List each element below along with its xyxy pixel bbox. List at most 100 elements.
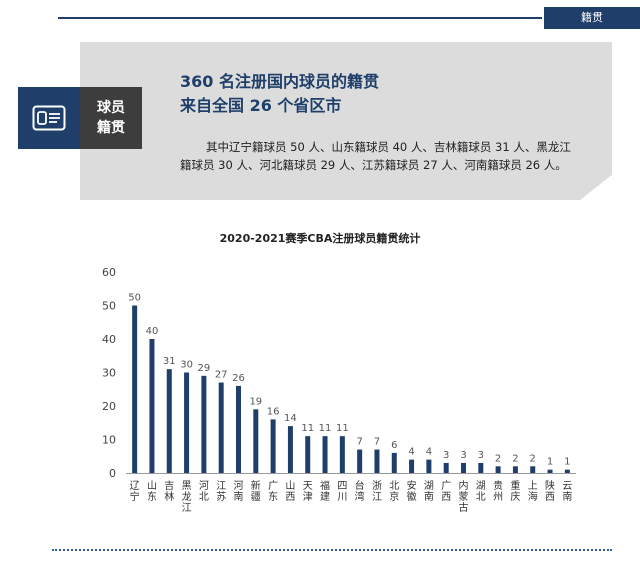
x-tick-label: 山西 — [285, 480, 295, 503]
top-rule — [58, 17, 542, 19]
y-tick-label: 50 — [102, 300, 116, 313]
summary-text: 其中辽宁籍球员 50 人、山东籍球员 40 人、吉林籍球员 31 人、黑龙江籍球… — [180, 140, 571, 172]
x-tick-label: 辽宁 — [130, 480, 140, 503]
label-line-2: 籍贯 — [97, 120, 125, 136]
x-tick-label: 湖南 — [424, 480, 434, 503]
bar — [409, 459, 415, 473]
x-tick-label: 河北 — [199, 480, 209, 503]
bar-value-label: 11 — [336, 423, 349, 434]
bar — [305, 436, 311, 473]
bar-value-label: 2 — [530, 453, 536, 464]
bar — [339, 436, 345, 473]
headline: 360 名注册国内球员的籍贯 来自全国 26 个省区市 — [180, 70, 379, 118]
bar — [201, 375, 207, 473]
bar — [218, 382, 224, 473]
info-box — [80, 42, 612, 200]
x-tick-label: 天津 — [303, 481, 313, 503]
y-tick-label: 60 — [102, 266, 116, 279]
x-tick-label: 上海 — [528, 480, 538, 503]
bar — [322, 436, 328, 473]
bar-value-label: 29 — [198, 363, 211, 374]
bar-value-label: 1 — [547, 457, 553, 468]
bar — [547, 469, 553, 473]
bar — [357, 449, 363, 473]
x-tick-label: 贵州 — [493, 479, 503, 503]
bar-value-label: 40 — [146, 326, 159, 337]
x-tick-label: 安徽 — [407, 479, 417, 503]
bar — [374, 449, 380, 473]
bar — [443, 462, 449, 473]
bar — [132, 305, 138, 473]
x-tick-label: 浙江 — [372, 480, 382, 503]
x-tick-label: 陕西 — [545, 479, 555, 503]
y-tick-label: 20 — [102, 400, 116, 413]
label-line-1: 球员 — [97, 100, 125, 116]
chart-title: 2020-2021赛季CBA注册球员籍贯统计 — [220, 231, 421, 245]
bottom-dotted-rule — [52, 549, 612, 551]
bar — [495, 466, 501, 473]
bar-value-label: 11 — [319, 423, 332, 434]
bar-value-label: 31 — [163, 356, 176, 367]
x-tick-label: 内蒙古 — [459, 479, 469, 514]
bar-value-label: 7 — [374, 437, 380, 448]
x-tick-label: 四川 — [337, 481, 347, 503]
bar — [287, 426, 293, 473]
bar-value-label: 16 — [267, 406, 280, 417]
bar-value-label: 3 — [478, 450, 484, 461]
bar — [184, 372, 190, 473]
bar-value-label: 3 — [443, 450, 449, 461]
bar-chart: 2020-2021赛季CBA注册球员籍贯统计 0 10 20 30 40 50 60 50 辽宁 4… — [102, 231, 576, 514]
y-tick-label: 30 — [102, 367, 116, 380]
x-tick-label: 黑龙江 — [182, 480, 192, 514]
label-block: 球员 籍贯 — [80, 87, 142, 149]
bar — [149, 339, 155, 473]
bar — [426, 459, 432, 473]
bar-value-label: 30 — [180, 360, 193, 371]
bar — [530, 466, 536, 473]
x-tick-label: 台湾 — [355, 479, 365, 503]
x-tick-label: 山东 — [147, 480, 157, 503]
bar-value-label: 19 — [249, 396, 262, 407]
x-tick-label: 重庆 — [510, 479, 520, 503]
x-tick-label: 吉林 — [164, 480, 174, 503]
bar-value-label: 6 — [391, 440, 397, 451]
x-tick-label: 广西 — [441, 480, 451, 503]
icon-block — [18, 87, 80, 149]
bar — [270, 419, 276, 473]
bar — [512, 466, 518, 473]
bar-value-label: 4 — [426, 447, 432, 458]
y-tick-label: 40 — [102, 333, 116, 346]
section-tag: 籍贯 — [544, 7, 640, 29]
bar-value-label: 27 — [215, 370, 228, 381]
x-tick-label: 云南 — [562, 481, 572, 503]
bar-value-label: 2 — [495, 453, 501, 464]
x-tick-label: 福建 — [320, 479, 330, 503]
x-tick-label: 江苏 — [216, 480, 226, 503]
bar-value-label: 7 — [356, 437, 362, 448]
bar — [461, 462, 466, 473]
y-tick-label: 0 — [109, 467, 116, 480]
x-tick-label: 广东 — [268, 480, 278, 503]
bar — [236, 385, 241, 473]
headline-line-1: 360 名注册国内球员的籍贯 — [180, 72, 379, 91]
id-card-icon — [32, 105, 66, 131]
x-tick-label: 新疆 — [251, 479, 261, 503]
bar-value-label: 50 — [128, 293, 141, 304]
x-tick-label: 河南 — [234, 480, 244, 503]
x-tick-label: 北京 — [389, 480, 399, 503]
bar-value-label: 26 — [232, 373, 245, 384]
x-tick-label: 湖北 — [476, 480, 486, 503]
bar-value-label: 4 — [408, 447, 414, 458]
bar — [166, 369, 172, 473]
bar-value-label: 1 — [564, 457, 570, 468]
y-tick-label: 10 — [102, 434, 116, 447]
bar-value-label: 3 — [460, 450, 466, 461]
bar — [564, 469, 570, 473]
bar-value-label: 2 — [512, 453, 518, 464]
bar-value-label: 14 — [284, 413, 297, 424]
bar — [391, 452, 397, 473]
bar-value-label: 11 — [301, 423, 314, 434]
bar — [253, 409, 259, 473]
headline-line-2: 来自全国 26 个省区市 — [180, 96, 342, 115]
bar — [478, 462, 484, 473]
